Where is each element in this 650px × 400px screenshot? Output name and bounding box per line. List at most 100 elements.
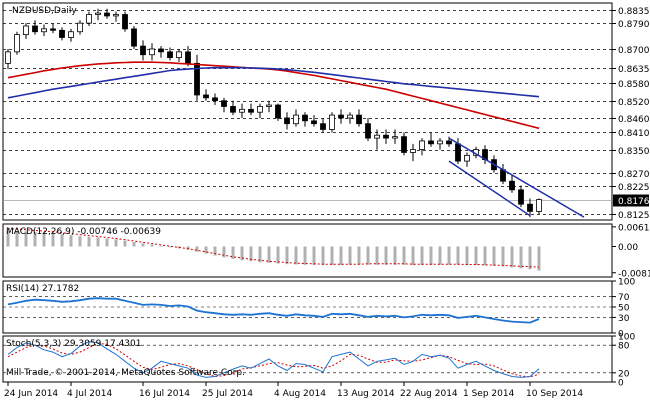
candle [5,48,11,70]
bull-candle-body [464,154,470,162]
macd-histogram-bar [15,230,19,247]
macd-plot[interactable]: 0.00611 0.00 -0.00818 [6,223,650,279]
bear-candle-body [50,28,56,31]
price-plot[interactable] [5,8,585,218]
macd-histogram-bar [348,246,352,265]
macd-histogram-bar [6,230,10,247]
candle [401,132,407,156]
rsi-tick-label-1: 70 [618,293,630,303]
bear-candle-body [446,140,452,145]
macd-histogram-bar [402,246,406,265]
candle [95,8,101,21]
macd-title: MACD(12,26,9) -0.00746 -0.00639 [6,227,161,237]
macd-histogram-bar [141,243,145,247]
macd-histogram-bar [87,236,91,247]
candle [266,100,272,113]
macd-pane-frame [2,223,613,278]
macd-histogram-bar [33,232,37,247]
macd-signal-line [7,228,540,268]
macd-histogram-bar [285,246,289,265]
candle [167,47,173,61]
stochastic-tick-label-1: 80 [618,342,630,352]
bull-candle-body [23,25,29,36]
candle [365,117,371,141]
macd-histogram-bar [204,246,208,254]
price-label-3: 0.8635 [618,65,650,75]
macd-histogram-bar [537,246,541,271]
bear-candle-body [275,104,281,119]
candle [302,112,308,127]
macd-histogram-bar [150,244,154,247]
candle [140,40,146,61]
bull-candle-body [257,106,263,113]
price-label-10: 0.8225 [618,183,650,193]
candle [248,103,254,116]
bear-candle-body [509,180,515,191]
candle [14,31,20,55]
bear-candle-body [527,203,533,212]
bull-candle-body [68,31,74,38]
candle [482,145,488,164]
candle [176,48,182,62]
macd-histogram-bar [339,246,343,266]
macd-histogram-bar [519,246,523,269]
candle [113,11,119,22]
macd-histogram-bar [303,246,307,265]
bear-candle-body [320,123,326,130]
candle [68,28,74,42]
date-label-6: 22 Aug 2014 [400,389,458,399]
bull-candle-body [95,12,101,15]
macd-histogram-bar [330,246,334,266]
bear-candle-body [122,14,128,30]
candle [284,112,290,130]
stochastic-title: Stoch(5,3,3) 29.3059 17.4301 [6,339,141,349]
bear-candle-body [167,51,173,59]
macd-histogram-bar [105,238,109,247]
bear-candle-body [104,12,110,17]
date-axis: 24 Jun 2014 4 Jul 2014 16 Jul 2014 25 Jul 2… [4,382,583,399]
bear-candle-body [311,120,317,125]
price-label-5: 0.8520 [618,98,650,108]
candle [203,89,209,101]
macd-histogram-bar [276,246,280,264]
date-label-5: 13 Aug 2014 [337,389,395,399]
candle [311,115,317,127]
candle [293,109,299,127]
bull-candle-body [41,28,47,33]
macd-histogram-bar [357,246,361,265]
bull-candle-body [77,22,83,33]
candle [347,112,353,124]
rsi-tick-label-3: 30 [618,314,630,324]
candle [194,54,200,101]
price-label-9: 0.8270 [618,170,650,180]
candle [419,138,425,156]
macd-histogram-bar [321,246,325,266]
bull-candle-body [329,114,335,130]
candle [41,24,47,37]
candle [77,20,83,35]
macd-histogram-bar [294,246,298,265]
candle [275,103,281,121]
candle [32,20,38,35]
macd-histogram-bar [222,246,226,258]
bear-candle-body [302,114,308,122]
candle [230,100,236,116]
macd-histogram-bar [510,246,514,268]
moving-average-slow [7,66,540,99]
bear-candle-body [32,25,38,33]
macd-histogram-bar [213,246,217,256]
price-label-2: 0.8700 [618,46,650,56]
bull-candle-body [437,140,443,145]
macd-histogram-bar [375,246,379,265]
macd-histogram-bar [24,231,28,247]
macd-histogram-bar [159,245,163,247]
bull-candle-body [410,149,416,153]
candle [86,11,92,26]
price-label-1: 0.8790 [618,20,650,30]
stochastic-signal-line [7,342,540,378]
candle [536,198,542,215]
bull-candle-body [113,14,119,17]
